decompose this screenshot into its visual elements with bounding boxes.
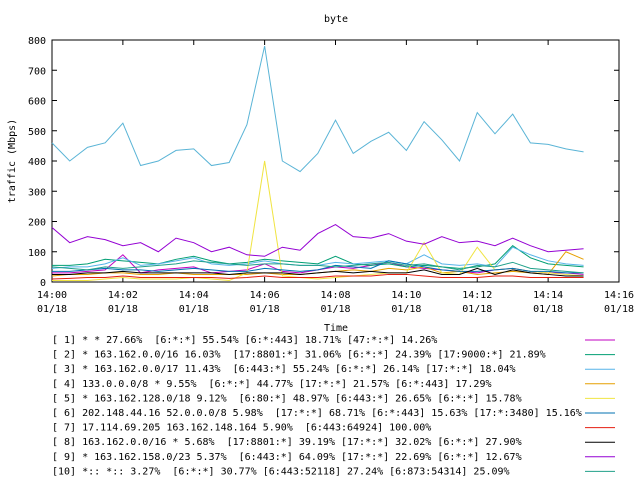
x-tick-label-line: 01/18 bbox=[250, 304, 280, 315]
y-tick-label: 600 bbox=[28, 97, 46, 108]
x-tick-label-line: 01/18 bbox=[108, 304, 138, 315]
legend-label: [ 9] * 163.162.158.0/23 5.37% [6:443:*] … bbox=[52, 452, 522, 463]
x-tick-label-line: 01/18 bbox=[179, 304, 209, 315]
plot-frame bbox=[51, 39, 620, 283]
legend-label: [ 5] * 163.162.128.0/18 9.12% [6:80:*] 4… bbox=[52, 393, 522, 404]
x-tick-label-line: 14:04 bbox=[179, 290, 209, 301]
legend-label: [10] *:: *:: 3.27% [6:*:*] 30.77% [6:443… bbox=[52, 466, 510, 477]
x-tick-label: 14:00 01/18 bbox=[37, 290, 67, 315]
x-tick-label: 14:06 01/18 bbox=[250, 290, 280, 315]
series-line bbox=[51, 223, 584, 257]
series-line bbox=[51, 260, 584, 274]
legend-label: [ 7] 17.114.69.205 163.162.148.164 5.90%… bbox=[52, 423, 431, 434]
y-tick-label: 400 bbox=[28, 157, 46, 168]
series-line bbox=[51, 273, 584, 280]
series-line bbox=[52, 160, 584, 281]
legend-label: [ 1] * * 27.66% [6:*:*] 55.54% [6:*:443]… bbox=[52, 335, 437, 346]
x-tick-label-line: 14:10 bbox=[391, 290, 421, 301]
y-tick-label: 200 bbox=[28, 218, 46, 229]
x-tick-label: 14:16 01/18 bbox=[604, 290, 634, 315]
x-tick-label-line: 01/18 bbox=[604, 304, 634, 315]
y-tick-label: 300 bbox=[28, 187, 46, 198]
x-tick-label: 14:04 01/18 bbox=[179, 290, 209, 315]
y-axis-label: traffic (Mbps) bbox=[7, 119, 18, 203]
legend-label: [ 4] 133.0.0.0/8 * 9.55% [6:*:*] 44.77% … bbox=[52, 379, 492, 390]
legend-label: [ 3] * 163.162.0.0/17 11.43% [6:443:*] 5… bbox=[52, 364, 516, 375]
x-axis-label: Time bbox=[324, 323, 348, 334]
legend-label: [ 8] 163.162.0.0/16 * 5.68% [17:8801:*] … bbox=[52, 437, 522, 448]
chart-title: byte bbox=[324, 14, 348, 25]
x-tick-label-line: 01/18 bbox=[391, 304, 421, 315]
series-line bbox=[52, 245, 584, 269]
x-tick-label-line: 14:00 bbox=[37, 290, 67, 301]
y-tick-label: 500 bbox=[28, 127, 46, 138]
x-tick-label: 14:08 01/18 bbox=[320, 290, 350, 315]
series-line bbox=[52, 267, 584, 277]
x-tick-label-line: 14:06 bbox=[250, 290, 280, 301]
series-line bbox=[51, 45, 584, 173]
x-tick-label-line: 14:16 bbox=[604, 290, 634, 301]
y-tick-label: 800 bbox=[28, 36, 46, 47]
y-tick-label: 0 bbox=[40, 278, 46, 289]
x-tick-label-line: 14:02 bbox=[108, 290, 138, 301]
x-tick-label-line: 01/18 bbox=[320, 304, 350, 315]
legend-label: [ 2] * 163.162.0.0/16 16.03% [17:8801:*]… bbox=[52, 350, 546, 361]
x-tick-label-line: 01/18 bbox=[533, 304, 563, 315]
x-tick-label: 14:10 01/18 bbox=[391, 290, 421, 315]
x-tick-label: 14:02 01/18 bbox=[108, 290, 138, 315]
x-tick-label-line: 14:08 bbox=[320, 290, 350, 301]
x-tick-label: 14:12 01/18 bbox=[462, 290, 492, 315]
series-line bbox=[52, 260, 584, 274]
y-tick-label: 700 bbox=[28, 66, 46, 77]
x-tick-label-line: 14:14 bbox=[533, 290, 563, 301]
x-tick-label-line: 01/18 bbox=[37, 304, 67, 315]
x-tick-label-line: 14:12 bbox=[462, 290, 492, 301]
y-tick-label: 100 bbox=[28, 248, 46, 259]
x-tick-label-line: 01/18 bbox=[462, 304, 492, 315]
legend-label: [ 6] 202.148.44.16 52.0.0.0/8 5.98% [17:… bbox=[52, 408, 582, 419]
x-tick-label: 14:14 01/18 bbox=[533, 290, 563, 315]
